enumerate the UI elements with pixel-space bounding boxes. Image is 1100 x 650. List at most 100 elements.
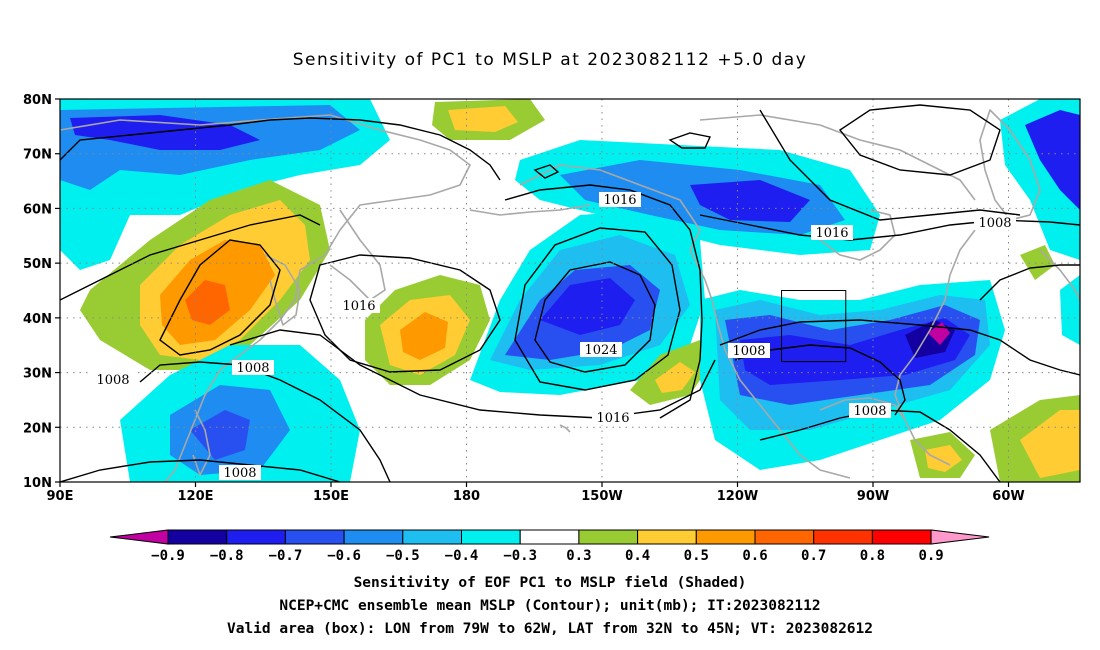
coast-philippines <box>192 409 211 476</box>
colorbar-label: −0.3 <box>503 548 537 564</box>
contour-greenland-1008 <box>838 104 1001 176</box>
contour-label: 1024 <box>580 342 622 358</box>
coast-na-east <box>894 229 976 466</box>
contour-label-text: 1016 <box>596 411 629 426</box>
colorbar-label: −0.5 <box>386 548 420 564</box>
figure-title: Sensitivity of PC1 to MSLP at 2023082112… <box>292 50 808 70</box>
contour-east-asia-1008 <box>60 214 321 301</box>
colorbar-label: −0.6 <box>327 548 361 564</box>
coast-na-west <box>689 249 851 479</box>
contour-canada-1016 <box>699 214 1080 241</box>
gridlines <box>60 99 1080 482</box>
contour-east-asia-low <box>159 239 281 356</box>
caption-line-2: NCEP+CMC ensemble mean MSLP (Contour); u… <box>279 598 821 614</box>
mslp-contours <box>60 104 1080 482</box>
contour-label: 1008 <box>849 403 891 419</box>
lat-label: 50N <box>23 257 52 272</box>
contour-arctic-1016 <box>60 117 501 181</box>
coast-europe <box>1039 249 1080 301</box>
lat-label: 80N <box>23 93 52 108</box>
longitude-axis: 90E 120E 150E 180 150W 120W 90W 60W <box>47 482 1025 504</box>
caption-line-1: Sensitivity of EOF PC1 to MSLP field (Sh… <box>353 575 747 591</box>
contour-label: 1016 <box>811 225 853 241</box>
lat-label: 70N <box>23 148 52 163</box>
contour-us-low <box>734 344 906 416</box>
shade-ne-green <box>1020 245 1055 280</box>
coastlines <box>60 109 1080 482</box>
contour-arctic-small <box>668 132 712 149</box>
colorbar-swatch <box>167 529 228 545</box>
colorbar-label: −0.7 <box>269 548 303 564</box>
plot-frame <box>59 98 1081 483</box>
colorbar-label: 0.4 <box>625 548 650 564</box>
lon-label: 60W <box>992 489 1024 504</box>
shade-natl-blue <box>1025 110 1080 210</box>
colorbar-swatch <box>284 529 345 545</box>
colorbar-swatch <box>813 529 873 545</box>
shade-eastasia-darkorange <box>185 280 230 325</box>
lon-label: 120W <box>717 489 758 504</box>
contour-atl-low <box>979 264 1080 301</box>
coast-alaska <box>519 164 701 251</box>
lat-label: 40N <box>23 312 52 327</box>
sensitivity-shading <box>60 99 1080 482</box>
contour-label-text: 1008 <box>223 466 256 481</box>
lon-label: 120E <box>177 489 213 504</box>
shade-hawaii-yellow <box>655 362 695 393</box>
shade-caribbean-yellow <box>925 445 962 472</box>
shade-canada-dark <box>690 180 810 222</box>
shade-atl-yellow <box>1020 410 1080 478</box>
colorbar-swatch <box>343 529 404 545</box>
contour-us-1008 <box>719 319 1080 376</box>
lat-label: 60N <box>23 202 52 217</box>
lon-label: 150W <box>581 489 622 504</box>
contour-pac-high-outer <box>229 329 716 419</box>
contour-1024-high <box>534 261 656 373</box>
contour-1016-subtrop <box>504 184 703 419</box>
colorbar: −0.9 −0.8 −0.7 −0.6 −0.5 −0.4 −0.3 0.3 0.4 0.5 0.6… <box>109 529 990 564</box>
lat-label: 30N <box>23 367 52 382</box>
coast-aleutians <box>469 204 591 216</box>
colorbar-label: 0.3 <box>566 548 591 564</box>
contour-label: 1008 <box>92 372 134 388</box>
colorbar-label: 0.9 <box>918 548 943 564</box>
colorbar-label: −0.9 <box>151 548 185 564</box>
contour-labels: 1016 1016 1008 1016 1024 1016 1008 1008 1008 1008… <box>92 192 1016 481</box>
colorbar-swatch <box>226 529 286 545</box>
contour-pac-high-1016 <box>309 254 501 373</box>
coast-hudson <box>819 209 896 261</box>
colorbar-swatch <box>871 529 932 545</box>
shade-cpac-orange <box>400 312 448 360</box>
contour-label-text: 1008 <box>96 373 129 388</box>
contour-alaska-small <box>533 164 560 179</box>
contour-wpac-1008 <box>139 361 391 482</box>
contour-label-text: 1008 <box>732 344 765 359</box>
colorbar-swatch <box>578 529 639 545</box>
colorbar-label: −0.4 <box>445 548 479 564</box>
contour-label-text: 1016 <box>815 226 848 241</box>
coast-japan <box>264 254 301 326</box>
lon-label: 150E <box>313 489 349 504</box>
caption-line-3: Valid area (box): LON from 79W to 62W, L… <box>226 621 873 637</box>
contour-canada-1012 <box>759 109 1021 221</box>
coast-canada-arctic <box>699 114 976 201</box>
shade-top-yellow <box>448 106 518 132</box>
contour-scs-1008 <box>60 459 341 482</box>
shade-scs-dark <box>190 410 250 460</box>
colorbar-min-arrow <box>109 529 169 545</box>
contour-label-text: 1008 <box>853 404 886 419</box>
colorbar-swatch <box>519 529 580 545</box>
colorbar-swatch <box>461 529 521 545</box>
contour-label: 1008 <box>219 465 261 481</box>
contour-label-text: 1016 <box>603 193 636 208</box>
colorbar-swatch <box>402 529 462 545</box>
colorbar-swatch <box>695 529 756 545</box>
coast-kamchatka <box>329 209 386 301</box>
lon-label: 90W <box>857 489 889 504</box>
contour-label-text: 1016 <box>342 299 375 314</box>
colorbar-label: 0.7 <box>801 548 826 564</box>
contour-label: 1016 <box>338 298 380 314</box>
contour-1020-high <box>514 227 681 391</box>
colorbar-label: 0.8 <box>860 548 885 564</box>
